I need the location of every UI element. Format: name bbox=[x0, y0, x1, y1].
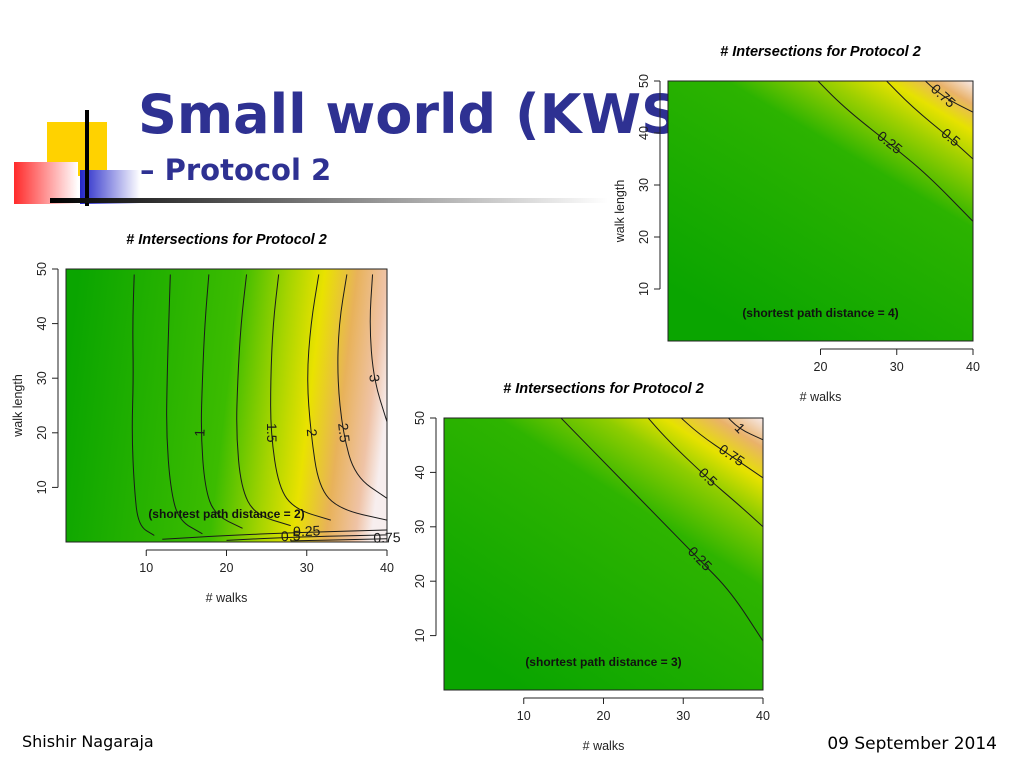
y-tick-label: 30 bbox=[413, 520, 427, 534]
y-tick-label: 40 bbox=[637, 126, 651, 140]
contour-line bbox=[307, 274, 387, 521]
contour-line bbox=[270, 274, 331, 521]
contour-label: 1 bbox=[191, 428, 207, 436]
y-tick-label: 10 bbox=[637, 282, 651, 296]
contour-line bbox=[337, 274, 387, 499]
y-tick-label: 50 bbox=[35, 262, 49, 276]
chart-title: # Intersections for Protocol 2 bbox=[720, 44, 921, 60]
footer-author: Shishir Nagaraja bbox=[22, 732, 154, 751]
y-tick-label: 10 bbox=[413, 629, 427, 643]
slide-subtitle: – Protocol 2 bbox=[140, 153, 332, 187]
x-tick-label: 40 bbox=[966, 360, 980, 374]
contour-label: 2.5 bbox=[335, 422, 353, 443]
y-axis-label: walk length bbox=[11, 374, 25, 438]
annotation-label: (shortest path distance = 4) bbox=[742, 306, 898, 320]
y-tick-label: 20 bbox=[413, 574, 427, 588]
y-axis-label: walk length bbox=[613, 180, 627, 244]
contour-label: 3 bbox=[366, 374, 383, 383]
contour-plot-distance-2: 0.250.5 0.751 1.5 2 2.53(shortest path dista… bbox=[11, 232, 401, 605]
contour-line bbox=[290, 538, 387, 542]
x-tick-label: 20 bbox=[814, 360, 828, 374]
contour-line bbox=[200, 274, 243, 529]
y-tick-label: 40 bbox=[413, 465, 427, 479]
y-tick-label: 20 bbox=[35, 426, 49, 440]
contour-line bbox=[817, 81, 973, 222]
x-tick-label: 30 bbox=[676, 709, 690, 723]
x-axis-label: # walks bbox=[583, 739, 625, 753]
plot-frame bbox=[65, 268, 388, 543]
footer-date: 09 September 2014 bbox=[827, 734, 997, 754]
x-tick-label: 20 bbox=[597, 709, 611, 723]
x-tick-label: 30 bbox=[300, 561, 314, 575]
x-tick-label: 30 bbox=[890, 360, 904, 374]
contour-line bbox=[924, 81, 973, 113]
contour-label: 2 bbox=[304, 428, 321, 437]
heatmap-field bbox=[66, 269, 387, 542]
horizontal-rule bbox=[50, 198, 608, 203]
plot-frame bbox=[667, 80, 974, 342]
slide-title: Small world (KWS) bbox=[138, 83, 705, 146]
chart-title: # Intersections for Protocol 2 bbox=[126, 232, 327, 248]
contour-line bbox=[885, 81, 973, 160]
y-tick-label: 30 bbox=[35, 371, 49, 385]
contour-line bbox=[560, 418, 763, 642]
vertical-rule bbox=[85, 110, 89, 206]
contour-line bbox=[131, 274, 155, 536]
contour-plot-distance-3: 0.250.50.751(shortest path distance = 3)… bbox=[413, 381, 770, 753]
x-tick-label: 10 bbox=[139, 561, 153, 575]
title-decoration bbox=[14, 110, 608, 206]
x-tick-label: 40 bbox=[756, 709, 770, 723]
chart-title: # Intersections for Protocol 2 bbox=[503, 381, 704, 397]
contour-label: 0.5 bbox=[281, 527, 301, 544]
contour-plot-distance-4: 0.25 0.50.75(shortest path distance = 4)#… bbox=[613, 44, 980, 404]
contour-line bbox=[236, 274, 291, 527]
y-tick-label: 50 bbox=[637, 74, 651, 88]
y-tick-label: 50 bbox=[413, 411, 427, 425]
contour-line bbox=[226, 534, 387, 541]
annotation-label: (shortest path distance = 3) bbox=[525, 655, 681, 669]
heatmap-field bbox=[444, 418, 763, 690]
contour-line bbox=[369, 274, 387, 423]
red-gradient-block bbox=[14, 162, 78, 204]
contour-line bbox=[727, 418, 763, 441]
contour-line bbox=[166, 274, 203, 535]
y-tick-label: 40 bbox=[35, 317, 49, 331]
heatmap-field bbox=[668, 81, 973, 341]
x-tick-label: 20 bbox=[220, 561, 234, 575]
y-tick-label: 30 bbox=[637, 178, 651, 192]
x-tick-label: 10 bbox=[517, 709, 531, 723]
plot-frame bbox=[443, 417, 764, 691]
contour-line bbox=[647, 418, 763, 528]
y-tick-label: 10 bbox=[35, 480, 49, 494]
x-tick-label: 40 bbox=[380, 561, 394, 575]
contour-label: 1.5 bbox=[264, 423, 280, 443]
contour-line bbox=[162, 529, 387, 540]
annotation-label: (shortest path distance = 2) bbox=[148, 507, 304, 521]
contour-label: 0.25 bbox=[293, 522, 321, 539]
contour-line bbox=[680, 418, 763, 479]
y-tick-label: 20 bbox=[637, 230, 651, 244]
x-axis-label: # walks bbox=[800, 390, 842, 404]
x-axis-label: # walks bbox=[206, 591, 248, 605]
